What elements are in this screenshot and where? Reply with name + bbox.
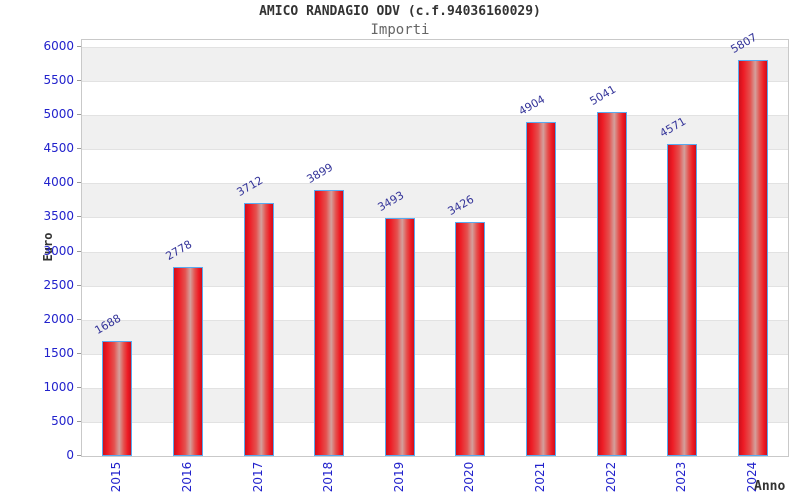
y-tick-mark	[77, 182, 81, 184]
y-tick-label: 0	[66, 448, 74, 462]
y-tick-label: 2000	[43, 311, 74, 326]
bar-2022	[596, 112, 627, 456]
y-tick-label: 2500	[43, 277, 74, 292]
x-tick-label: 2016	[179, 461, 194, 493]
y-tick-mark	[77, 114, 81, 116]
x-tick-label: 2021	[532, 461, 547, 493]
bar-2019	[384, 217, 415, 456]
y-tick-label: 4000	[43, 175, 74, 190]
y-tick-label: 500	[51, 413, 74, 428]
y-tick-mark	[77, 148, 81, 150]
y-tick-mark	[77, 250, 81, 252]
gridline	[82, 217, 788, 219]
chart-subtitle: Importi	[370, 22, 430, 38]
x-tick-label: 2022	[603, 461, 618, 493]
x-tick-label: 2015	[109, 461, 124, 493]
y-tick-label: 1000	[43, 379, 74, 394]
bar-2016	[172, 266, 203, 456]
x-tick-label: 2019	[391, 461, 406, 493]
gridline	[82, 319, 788, 321]
gridline	[82, 387, 788, 389]
bar-2018	[314, 190, 345, 456]
y-tick-label: 6000	[43, 39, 74, 53]
bar-2020	[455, 222, 486, 456]
plot-area	[81, 39, 789, 457]
y-tick-label: 1500	[43, 345, 74, 360]
y-tick-mark	[77, 455, 81, 456]
y-tick-mark	[77, 420, 81, 422]
gridline	[82, 285, 788, 287]
y-tick-mark	[77, 386, 81, 388]
y-tick-mark	[77, 352, 81, 354]
y-tick-mark	[77, 216, 81, 218]
gridline	[82, 47, 788, 48]
y-tick-label: 4500	[43, 141, 74, 156]
bar-2024	[737, 60, 768, 456]
x-tick-label: 2018	[321, 461, 336, 493]
gridline	[82, 251, 788, 253]
gridline	[82, 149, 788, 151]
y-tick-mark	[77, 318, 81, 320]
bar-2017	[243, 202, 274, 456]
gridline	[82, 421, 788, 423]
background-band	[82, 115, 788, 150]
x-tick-label: 2020	[462, 461, 477, 493]
x-tick-label: 2023	[674, 461, 689, 493]
y-tick-mark	[77, 46, 81, 47]
bar-2015	[102, 340, 133, 456]
y-tick-mark	[77, 80, 81, 82]
gridline	[82, 183, 788, 185]
y-tick-label: 5000	[43, 107, 74, 122]
y-tick-mark	[77, 284, 81, 286]
x-tick-label: 2017	[250, 461, 265, 493]
bar-2023	[667, 144, 698, 456]
y-tick-label: 5500	[43, 73, 74, 88]
y-tick-label: 3000	[43, 243, 74, 258]
gridline	[82, 81, 788, 83]
chart-title: AMICO RANDAGIO ODV (c.f.94036160029)	[259, 4, 541, 19]
x-axis-title: Anno	[754, 479, 786, 494]
background-band	[82, 47, 788, 82]
gridline	[82, 353, 788, 355]
y-tick-label: 3500	[43, 209, 74, 224]
bar-2021	[525, 121, 556, 456]
gridline	[82, 115, 788, 117]
